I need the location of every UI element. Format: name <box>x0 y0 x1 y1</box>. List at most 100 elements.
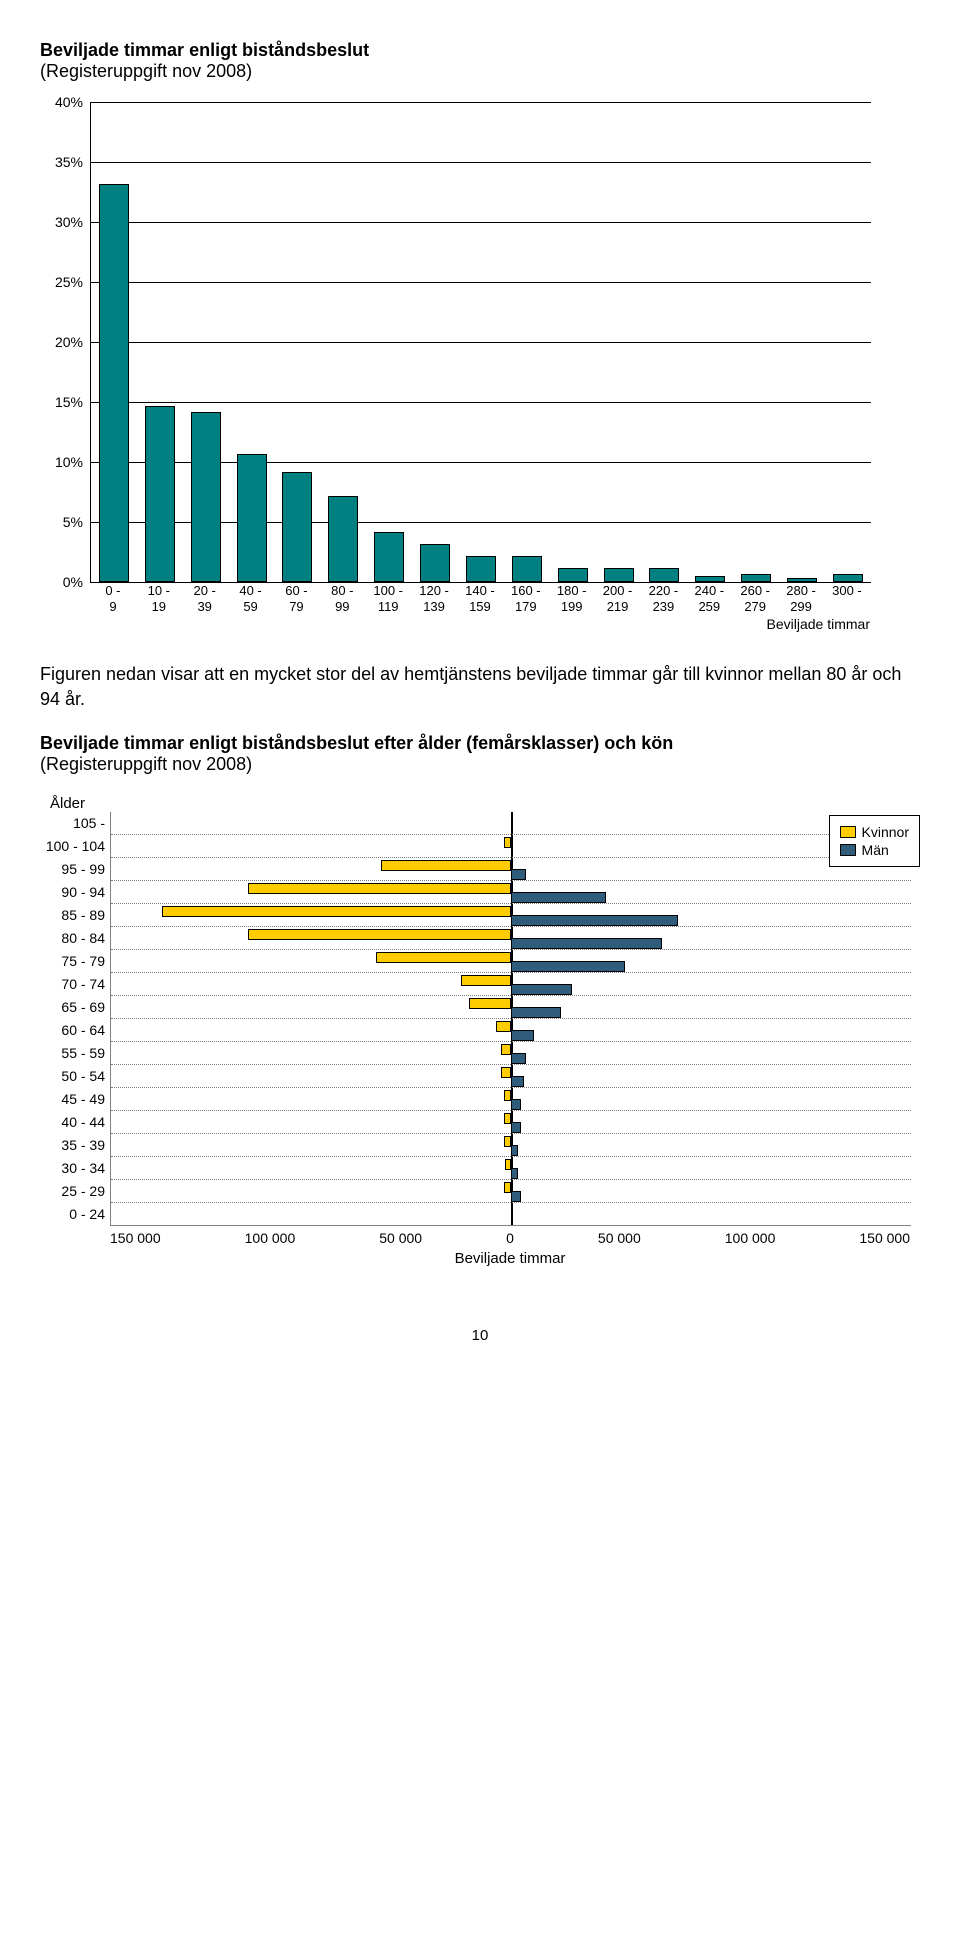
chart2-bar-man <box>511 1191 521 1202</box>
chart1-bars <box>91 102 871 582</box>
chart2-subtitle: (Registeruppgift nov 2008) <box>40 754 920 775</box>
chart2-ytick-label: 85 - 89 <box>61 907 105 923</box>
chart2-ytick-label: 95 - 99 <box>61 861 105 877</box>
chart1-bar <box>420 544 450 582</box>
chart2-container: Ålder 105 -100 - 10495 - 9990 - 9485 - 8… <box>40 795 920 1267</box>
chart2-bar-man <box>511 869 526 880</box>
chart2-bar-man <box>511 1053 526 1064</box>
chart2-xtick-label: 50 000 <box>598 1230 641 1246</box>
chart2-xtick-label: 100 000 <box>725 1230 776 1246</box>
chart1-bar <box>741 574 771 582</box>
chart2-ytick-label: 50 - 54 <box>61 1068 105 1084</box>
chart2-bar-kvinnor <box>501 1067 511 1078</box>
chart1-bar <box>328 496 358 582</box>
chart1-xtick-label: 200 -219 <box>596 583 639 614</box>
chart2-bar-kvinnor <box>504 837 511 848</box>
chart1-ytick-label: 25% <box>55 274 83 290</box>
chart2-bar-kvinnor <box>504 1136 511 1147</box>
chart2-ytick-label: 0 - 24 <box>69 1206 105 1222</box>
chart1-xtick-label: 160 -179 <box>504 583 547 614</box>
chart1-ytick-label: 5% <box>63 514 83 530</box>
chart2-ytick-label: 25 - 29 <box>61 1183 105 1199</box>
chart1-xtick-label: 40 -59 <box>229 583 272 614</box>
chart1-xtick-label: 20 -39 <box>183 583 226 614</box>
chart1-xtick-label: 80 -99 <box>321 583 364 614</box>
legend-swatch-man <box>840 844 856 856</box>
chart1-bar <box>604 568 634 582</box>
chart1-ytick-label: 30% <box>55 214 83 230</box>
chart2-bar-man <box>511 1007 561 1018</box>
chart1-bar <box>787 578 817 582</box>
chart1-ytick-label: 20% <box>55 334 83 350</box>
chart2-bar-man <box>511 1076 524 1087</box>
chart1-xtick-label: 260 -279 <box>734 583 777 614</box>
chart2-row: 100 - 104 <box>111 835 911 858</box>
chart1-ytick-label: 0% <box>63 574 83 590</box>
chart2-bar-kvinnor <box>162 906 511 917</box>
page-number: 10 <box>40 1327 920 1344</box>
chart1-xtick-label: 220 -239 <box>642 583 685 614</box>
chart2-xtick-label: 150 000 <box>859 1230 910 1246</box>
chart2-xaxis-title: Beviljade timmar <box>110 1250 910 1267</box>
chart2-xlabels: 150 000100 00050 000050 000100 000150 00… <box>110 1230 910 1246</box>
chart2-yaxis-title: Ålder <box>50 795 920 812</box>
chart1-xtick-label: 120 -139 <box>413 583 456 614</box>
chart2-row: 70 - 74 <box>111 973 911 996</box>
chart2-ytick-label: 35 - 39 <box>61 1137 105 1153</box>
chart1-container: 0%5%10%15%20%25%30%35%40% 0 -910 -1920 -… <box>40 102 920 632</box>
chart2-plot-area: 105 -100 - 10495 - 9990 - 9485 - 8980 - … <box>110 812 911 1226</box>
chart2-bar-kvinnor <box>501 1044 511 1055</box>
chart1-bar <box>282 472 312 582</box>
chart1-bar <box>99 184 129 582</box>
chart1-bar <box>558 568 588 582</box>
chart2-row: 40 - 44 <box>111 1111 911 1134</box>
chart2-row: 25 - 29 <box>111 1180 911 1203</box>
chart2-bar-man <box>511 938 662 949</box>
chart2-bar-kvinnor <box>381 860 511 871</box>
chart2-bar-kvinnor <box>376 952 511 963</box>
chart2-xtick-label: 50 000 <box>379 1230 422 1246</box>
chart2-xtick-label: 150 000 <box>110 1230 161 1246</box>
legend-item-man: Män <box>840 842 909 858</box>
chart2-row: 50 - 54 <box>111 1065 911 1088</box>
chart1-xaxis-title: Beviljade timmar <box>90 616 870 632</box>
chart1-bar <box>466 556 496 582</box>
chart2-bar-man <box>511 915 678 926</box>
chart1-xtick-label: 280 -299 <box>780 583 823 614</box>
chart1-xtick-label: 10 -19 <box>137 583 180 614</box>
chart2-row: 30 - 34 <box>111 1157 911 1180</box>
chart2-bar-man <box>511 961 625 972</box>
chart2-bar-kvinnor <box>504 1090 511 1101</box>
chart2-row: 90 - 94 <box>111 881 911 904</box>
chart2-row: 105 - <box>111 812 911 835</box>
chart2-ytick-label: 75 - 79 <box>61 953 105 969</box>
chart1-bar <box>374 532 404 582</box>
chart1-ytick-label: 10% <box>55 454 83 470</box>
legend-swatch-kvinnor <box>840 826 856 838</box>
chart2-bar-kvinnor <box>496 1021 511 1032</box>
chart2-row: 0 - 24 <box>111 1203 911 1225</box>
chart2-ytick-label: 45 - 49 <box>61 1091 105 1107</box>
chart2-row: 75 - 79 <box>111 950 911 973</box>
chart2-ytick-label: 70 - 74 <box>61 976 105 992</box>
legend-item-kvinnor: Kvinnor <box>840 824 909 840</box>
chart1-xtick-label: 100 -119 <box>367 583 410 614</box>
chart1-xtick-label: 140 -159 <box>458 583 501 614</box>
chart2-bar-man <box>511 1145 518 1156</box>
chart2-bar-kvinnor <box>504 1182 511 1193</box>
chart2-row: 85 - 89 <box>111 904 911 927</box>
chart2-bar-man <box>511 1030 534 1041</box>
chart2-xtick-label: 0 <box>506 1230 514 1246</box>
chart2-ytick-label: 90 - 94 <box>61 884 105 900</box>
chart2-ytick-label: 105 - <box>73 815 105 831</box>
chart1-bar <box>191 412 221 582</box>
chart2-bar-man <box>511 892 606 903</box>
chart2-row: 95 - 99 <box>111 858 911 881</box>
chart1-bar <box>145 406 175 582</box>
chart2-row: 65 - 69 <box>111 996 911 1019</box>
chart1-xlabels: 0 -910 -1920 -3940 -5960 -7980 -99100 -1… <box>90 583 870 614</box>
chart2-bar-kvinnor <box>461 975 511 986</box>
chart2-title: Beviljade timmar enligt biståndsbeslut e… <box>40 733 920 754</box>
chart2-bar-man <box>511 1122 521 1133</box>
chart1-plot-area: 0%5%10%15%20%25%30%35%40% <box>90 102 871 583</box>
